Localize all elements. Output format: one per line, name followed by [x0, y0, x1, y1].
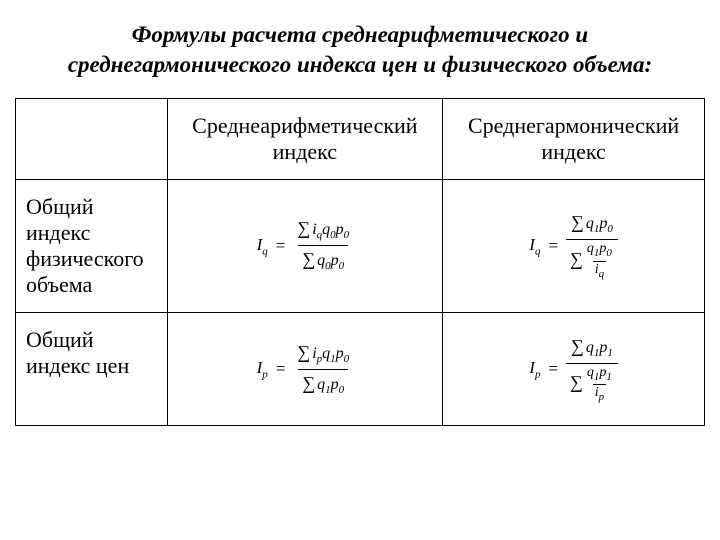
- formula-Iq-harm: Iq = ∑q1p0 ∑q1p0iq: [443, 179, 705, 312]
- header-arithmetic: Среднеарифметический индекс: [167, 98, 443, 179]
- formula-Ip-arith: Ip = ∑ipq1p0 ∑q1p0: [167, 312, 443, 426]
- formula-table: Среднеарифметический индекс Среднегармон…: [15, 98, 705, 427]
- page-title: Формулы расчета среднеарифметического и …: [15, 20, 705, 80]
- row2-label: Общий индекс цен: [16, 312, 168, 426]
- row1-label: Общий индекс физического объема: [16, 179, 168, 312]
- header-harmonic: Среднегармонический индекс: [443, 98, 705, 179]
- formula-Iq-arith: Iq = ∑iqq0p0 ∑q0p0: [167, 179, 443, 312]
- formula-Ip-harm: Ip = ∑q1p1 ∑q1p1ip: [443, 312, 705, 426]
- corner-cell: [16, 98, 168, 179]
